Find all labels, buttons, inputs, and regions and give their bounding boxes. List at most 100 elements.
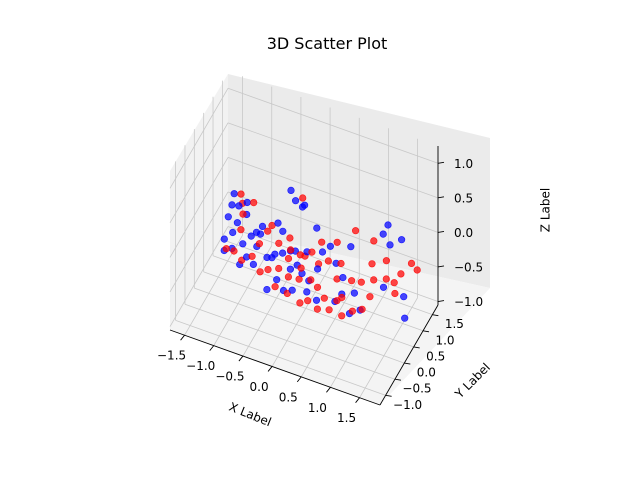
point-red bbox=[337, 259, 345, 268]
point-red bbox=[325, 306, 333, 314]
x-tick bbox=[209, 345, 215, 351]
point-blue bbox=[312, 296, 321, 304]
x-tick-label: −0.5 bbox=[215, 370, 244, 384]
point-blue bbox=[379, 283, 388, 291]
y-tick-label: −1.0 bbox=[393, 398, 422, 412]
grid-y-floor bbox=[184, 303, 396, 380]
point-red bbox=[366, 293, 374, 301]
tick-marks bbox=[180, 161, 445, 403]
grid-x-floor bbox=[359, 297, 418, 398]
point-red bbox=[368, 260, 376, 268]
point-red bbox=[313, 305, 322, 313]
point-red bbox=[271, 283, 279, 291]
point-blue bbox=[279, 227, 287, 235]
point-blue bbox=[279, 249, 287, 257]
y-tick bbox=[422, 330, 430, 333]
point-blue bbox=[230, 190, 238, 198]
grid-z-back bbox=[227, 157, 439, 233]
z-tick-label: 0.0 bbox=[454, 226, 473, 240]
grid-z-left bbox=[169, 88, 229, 189]
z-tick bbox=[437, 300, 445, 302]
x-tick bbox=[326, 387, 331, 393]
point-blue bbox=[286, 265, 295, 273]
x-tick-label: −1.0 bbox=[186, 359, 215, 373]
grid-x-floor bbox=[242, 255, 302, 357]
z-axis-label: Z Label bbox=[539, 188, 553, 232]
point-red bbox=[382, 275, 390, 283]
point-red bbox=[296, 299, 304, 307]
point-red bbox=[268, 221, 276, 230]
z-tick-label: 1.0 bbox=[454, 157, 473, 171]
y-tick bbox=[394, 378, 402, 381]
point-red bbox=[296, 251, 304, 259]
point-blue bbox=[301, 201, 309, 209]
point-red bbox=[299, 194, 307, 202]
point-red bbox=[250, 199, 258, 207]
point-red bbox=[287, 246, 295, 254]
grid-z-left bbox=[169, 157, 229, 258]
point-blue bbox=[400, 293, 408, 301]
point-blue bbox=[287, 186, 295, 194]
point-red bbox=[237, 190, 245, 198]
point-blue bbox=[274, 219, 282, 227]
grid-x-floor bbox=[271, 266, 331, 367]
point-blue bbox=[249, 260, 257, 269]
z-tick bbox=[437, 230, 445, 233]
y-axis-label: Y Label bbox=[452, 360, 493, 401]
point-red bbox=[348, 277, 356, 285]
point-blue bbox=[303, 288, 311, 296]
point-blue bbox=[239, 240, 247, 248]
point-red bbox=[358, 305, 366, 313]
point-blue bbox=[235, 202, 243, 210]
point-red bbox=[313, 283, 322, 291]
x-tick bbox=[267, 366, 273, 372]
chart-title: 3D Scatter Plot bbox=[267, 34, 388, 53]
z-tick-label: −0.5 bbox=[454, 260, 483, 274]
point-red bbox=[370, 237, 378, 245]
x-tick-label: 1.5 bbox=[337, 411, 356, 425]
point-red bbox=[308, 248, 316, 256]
point-blue bbox=[228, 201, 236, 209]
grid-z-back bbox=[227, 87, 439, 164]
point-red bbox=[320, 294, 328, 302]
point-red bbox=[284, 255, 293, 263]
point-blue bbox=[273, 276, 281, 284]
x-tick bbox=[180, 334, 185, 341]
grid-x-floor bbox=[300, 276, 360, 378]
grid-z-back bbox=[227, 191, 439, 268]
point-red bbox=[239, 210, 247, 218]
point-blue bbox=[347, 243, 355, 251]
point-red bbox=[284, 273, 293, 281]
x-tick-label: 1.0 bbox=[308, 401, 327, 415]
y-tick-label: 0.5 bbox=[426, 349, 445, 363]
grid-y-floor bbox=[203, 271, 414, 348]
left-pane bbox=[170, 74, 228, 330]
point-red bbox=[397, 270, 405, 278]
grid-z-back bbox=[227, 122, 439, 199]
y-tick-label: −0.5 bbox=[402, 382, 431, 396]
point-blue bbox=[288, 286, 296, 294]
point-red bbox=[352, 227, 360, 235]
point-blue bbox=[318, 248, 327, 256]
point-red bbox=[413, 266, 421, 274]
point-red bbox=[256, 268, 264, 276]
x-tick bbox=[238, 355, 244, 362]
grid-z-left bbox=[169, 191, 229, 293]
point-red bbox=[407, 259, 416, 268]
point-blue bbox=[258, 222, 267, 230]
grid-z-left bbox=[169, 226, 229, 327]
y-axis-line bbox=[379, 304, 439, 406]
point-red bbox=[324, 257, 333, 265]
z-tick bbox=[437, 265, 445, 268]
grid-y-floor bbox=[212, 255, 424, 332]
point-red bbox=[304, 297, 312, 305]
point-red bbox=[338, 293, 346, 302]
x-tick-label: −1.5 bbox=[157, 349, 186, 363]
point-red bbox=[348, 307, 357, 315]
grid-y-floor bbox=[222, 239, 433, 316]
y-tick bbox=[432, 314, 439, 317]
point-red bbox=[391, 289, 399, 298]
point-blue bbox=[350, 289, 359, 297]
point-blue bbox=[271, 250, 279, 258]
